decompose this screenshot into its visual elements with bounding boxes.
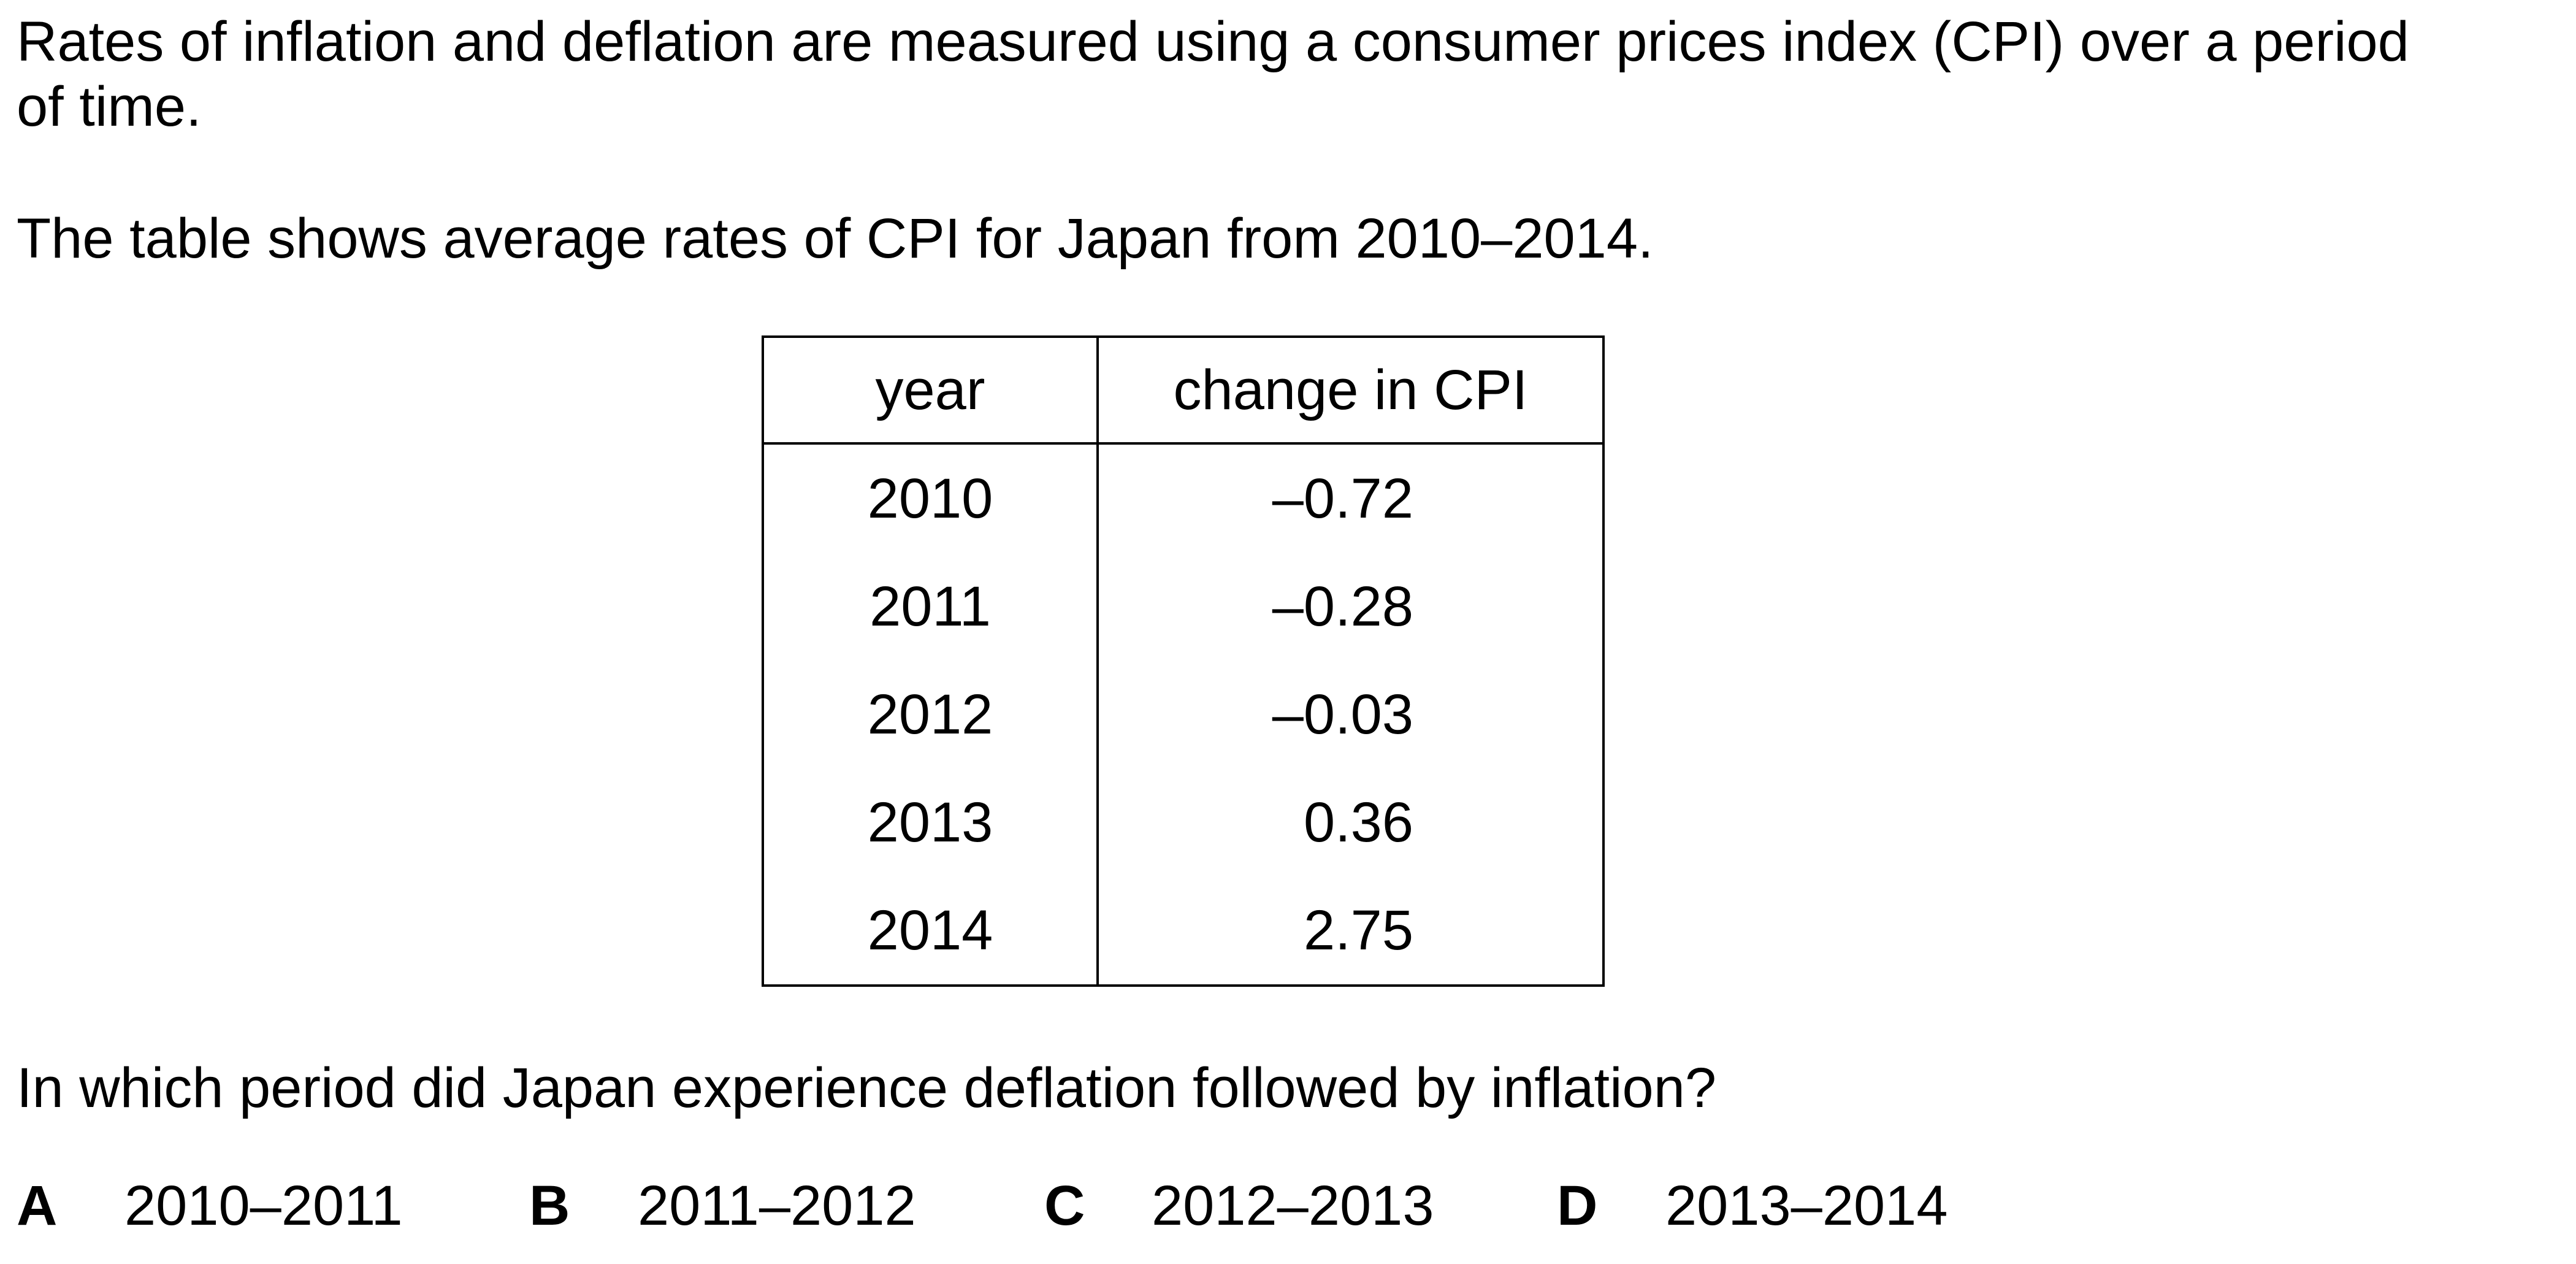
table-row: 2010 –0.72 bbox=[762, 443, 1605, 553]
year-cell: 2013 bbox=[762, 768, 1099, 876]
year-cell: 2010 bbox=[762, 443, 1099, 553]
cpi-change-cell: 0.36 bbox=[1096, 768, 1605, 876]
table-row: 2012 –0.03 bbox=[762, 661, 1605, 768]
cpi-change-value: –0.72 bbox=[1272, 467, 1413, 530]
table-row: 2011 –0.28 bbox=[762, 553, 1605, 661]
cpi-change-value: 2.75 bbox=[1303, 898, 1413, 962]
header-change-in-cpi: change in CPI bbox=[1096, 335, 1605, 445]
cpi-table: year change in CPI 2010 –0.72 2011 –0.28… bbox=[762, 335, 1605, 987]
cpi-change-cell: –0.03 bbox=[1096, 661, 1605, 768]
year-cell: 2011 bbox=[762, 553, 1099, 661]
cpi-change-cell: –0.72 bbox=[1096, 443, 1605, 553]
intro-line-1: Rates of inflation and deflation are mea… bbox=[17, 10, 2409, 73]
cpi-change-value: –0.03 bbox=[1272, 683, 1413, 746]
option-b-text: 2011–2012 bbox=[638, 1174, 916, 1237]
table-header-row: year change in CPI bbox=[762, 335, 1605, 445]
intro-paragraph: Rates of inflation and deflation are mea… bbox=[17, 9, 2409, 139]
cpi-change-value: 0.36 bbox=[1303, 791, 1413, 854]
table-row: 2014 2.75 bbox=[762, 876, 1605, 987]
option-b-letter: B bbox=[529, 1174, 570, 1237]
year-cell: 2012 bbox=[762, 661, 1099, 768]
table-intro-text: The table shows average rates of CPI for… bbox=[17, 207, 1654, 270]
cpi-change-cell: –0.28 bbox=[1096, 553, 1605, 661]
year-cell: 2014 bbox=[762, 876, 1099, 987]
cpi-change-value: –0.28 bbox=[1272, 575, 1413, 638]
option-c-text: 2012–2013 bbox=[1152, 1174, 1434, 1237]
header-year: year bbox=[762, 335, 1099, 445]
option-a-text: 2010–2011 bbox=[124, 1174, 403, 1237]
option-a-letter: A bbox=[17, 1174, 58, 1237]
question-text: In which period did Japan experience def… bbox=[17, 1057, 1717, 1119]
answer-options: A 2010–2011 B 2011–2012 C 2012–2013 D 20… bbox=[0, 1169, 2576, 1243]
option-d-letter: D bbox=[1557, 1174, 1598, 1237]
option-c-letter: C bbox=[1044, 1174, 1085, 1237]
option-d-text: 2013–2014 bbox=[1665, 1174, 1948, 1237]
table-row: 2013 0.36 bbox=[762, 768, 1605, 876]
cpi-change-cell: 2.75 bbox=[1096, 876, 1605, 987]
intro-line-2: of time. bbox=[17, 75, 202, 138]
